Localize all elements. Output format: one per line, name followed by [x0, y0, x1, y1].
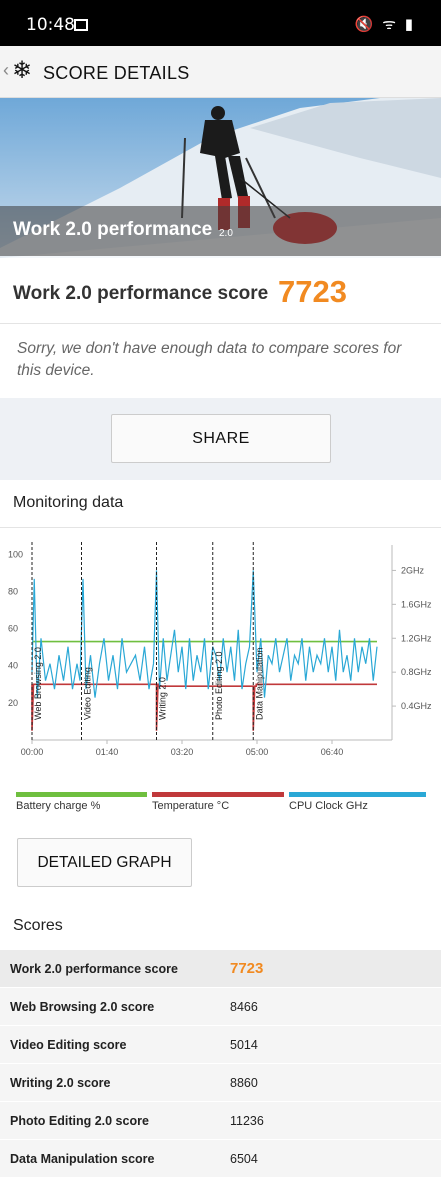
app-bar: ‹ ❄ SCORE DETAILS	[0, 46, 441, 98]
cpu-clock-line	[31, 570, 378, 698]
monitoring-card: Monitoring data 20 40 60 80 100 0.4GHz 0.8GHz 1…	[0, 480, 441, 1200]
y-tick-label: 20	[8, 698, 18, 708]
score-row: Photo Editing 2.0 score 11236	[0, 1102, 441, 1140]
phase-marker-label: Writing 2.0	[158, 677, 168, 720]
score-label: Work 2.0 performance score	[13, 283, 269, 304]
score-row-name: Work 2.0 performance score	[10, 962, 178, 976]
status-time: 10:48	[26, 15, 75, 35]
legend-label-cpu: CPU Clock GHz	[289, 800, 368, 812]
gallery-notification-icon	[74, 19, 88, 31]
phase-marker-label: Web Browsing 2.0	[33, 647, 43, 720]
right-tick-label: 0.8GHz	[401, 667, 432, 677]
score-row: Video Editing score 5014	[0, 1026, 441, 1064]
status-icons: 🔇 ᯤ ▮	[354, 15, 415, 33]
score-row-name: Writing 2.0 score	[10, 1076, 111, 1090]
score-row-value: 8466	[230, 1000, 258, 1014]
compare-note: Sorry, we don't have enough data to comp…	[17, 340, 402, 379]
phase-marker-label: Data Manipulation	[254, 647, 264, 720]
right-tick-label: 1.2GHz	[401, 633, 432, 643]
divider	[0, 527, 441, 528]
hero-version: 2.0	[219, 228, 233, 239]
score-row-value: 7723	[230, 960, 264, 977]
score-row: Writing 2.0 score 8860	[0, 1064, 441, 1102]
back-icon[interactable]: ‹	[3, 60, 9, 80]
x-tick-label: 06:40	[321, 747, 344, 757]
score-row-value: 11236	[230, 1114, 264, 1128]
detailed-graph-button[interactable]: DETAILED GRAPH	[17, 838, 192, 887]
legend-label-temperature: Temperature °C	[152, 800, 230, 812]
monitoring-title: Monitoring data	[13, 494, 124, 511]
score-value: 7723	[278, 274, 347, 309]
score-row: Data Manipulation score 6504	[0, 1140, 441, 1178]
share-area: SHARE	[0, 398, 441, 480]
y-tick-label: 80	[8, 586, 18, 596]
x-tick-label: 05:00	[246, 747, 269, 757]
score-row-name: Data Manipulation score	[10, 1152, 155, 1166]
y-tick-label: 100	[8, 549, 23, 559]
phase-marker-label: Video Editing	[83, 667, 93, 720]
right-tick-label: 2GHz	[401, 565, 425, 575]
monitoring-chart: 20 40 60 80 100 0.4GHz 0.8GHz 1.2GHz 1.6GHz 2GHz 0…	[8, 542, 432, 757]
score-row: Web Browsing 2.0 score 8466	[0, 988, 441, 1026]
hero-title: Work 2.0 performance	[13, 219, 213, 240]
share-button[interactable]: SHARE	[111, 414, 331, 463]
legend-swatch-temperature	[152, 792, 284, 797]
score-row-name: Web Browsing 2.0 score	[10, 1000, 155, 1014]
x-tick-label: 03:20	[171, 747, 194, 757]
score-row: Work 2.0 performance score 7723	[0, 950, 441, 988]
snowflake-logo-icon: ❄	[12, 57, 33, 84]
x-tick-label: 01:40	[96, 747, 119, 757]
score-row-value: 8860	[230, 1076, 258, 1090]
score-card: Work 2.0 performance score 7723 Sorry, w…	[0, 258, 441, 398]
scores-table: Work 2.0 performance score 7723 Web Browsi…	[0, 950, 441, 1178]
legend-label-battery: Battery charge %	[16, 800, 101, 812]
score-row-name: Video Editing score	[10, 1038, 127, 1052]
score-row-value: 5014	[230, 1038, 258, 1052]
page-title: SCORE DETAILS	[43, 63, 190, 83]
y-tick-label: 40	[8, 661, 18, 671]
x-tick-label: 00:00	[21, 747, 44, 757]
phase-marker-label: Photo Editing 2.0	[214, 651, 224, 720]
legend-swatch-cpu	[289, 792, 426, 797]
hero-banner: Work 2.0 performance 2.0	[0, 98, 441, 258]
score-row-name: Photo Editing 2.0 score	[10, 1114, 149, 1128]
y-tick-label: 60	[8, 624, 18, 634]
status-bar: 10:48 🔇 ᯤ ▮	[0, 0, 441, 46]
legend-swatch-battery	[16, 792, 147, 797]
divider	[0, 323, 441, 324]
right-tick-label: 0.4GHz	[401, 701, 432, 711]
right-tick-label: 1.6GHz	[401, 599, 432, 609]
scores-title: Scores	[13, 917, 63, 934]
score-row-value: 6504	[230, 1152, 258, 1166]
